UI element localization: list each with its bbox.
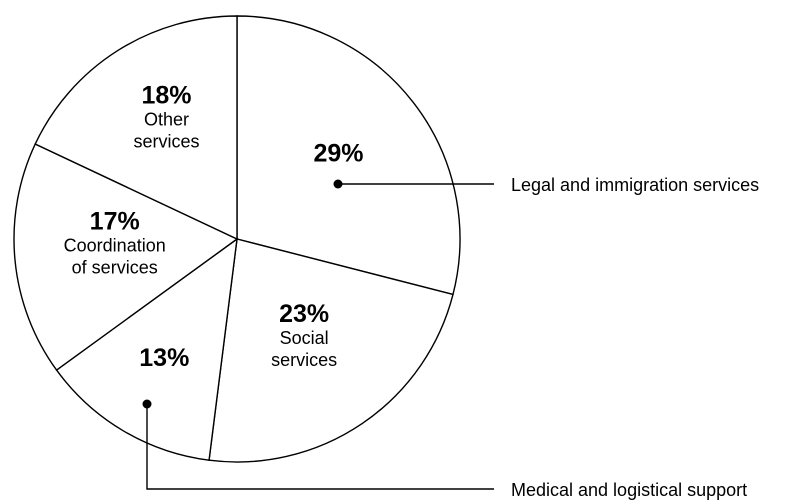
pie-slice — [208, 238, 454, 463]
pie-slice — [236, 15, 461, 296]
callout-label: Legal and immigration services — [511, 175, 759, 195]
slice-value-label: 17% — [90, 208, 140, 236]
slice-value-label: 29% — [313, 139, 363, 167]
slice-category-label: Coordination — [64, 236, 166, 256]
slice-value-label: 13% — [139, 344, 189, 372]
pie-slice — [34, 15, 238, 241]
slice-category-label: Social — [280, 328, 329, 348]
pie-slice — [13, 143, 239, 372]
slice-category-label: of services — [72, 258, 158, 278]
slice-category-label: Other — [144, 110, 189, 130]
callout-label: Medical and logistical support — [511, 480, 747, 500]
slice-value-label: 18% — [141, 82, 191, 110]
slice-value-label: 23% — [279, 300, 329, 328]
pie-slice — [55, 237, 238, 462]
callout-dot — [333, 179, 343, 189]
slice-category-label: services — [271, 350, 337, 370]
callout-leader-line — [146, 404, 494, 490]
callout-dot — [142, 399, 152, 409]
slice-category-label: services — [133, 132, 199, 152]
